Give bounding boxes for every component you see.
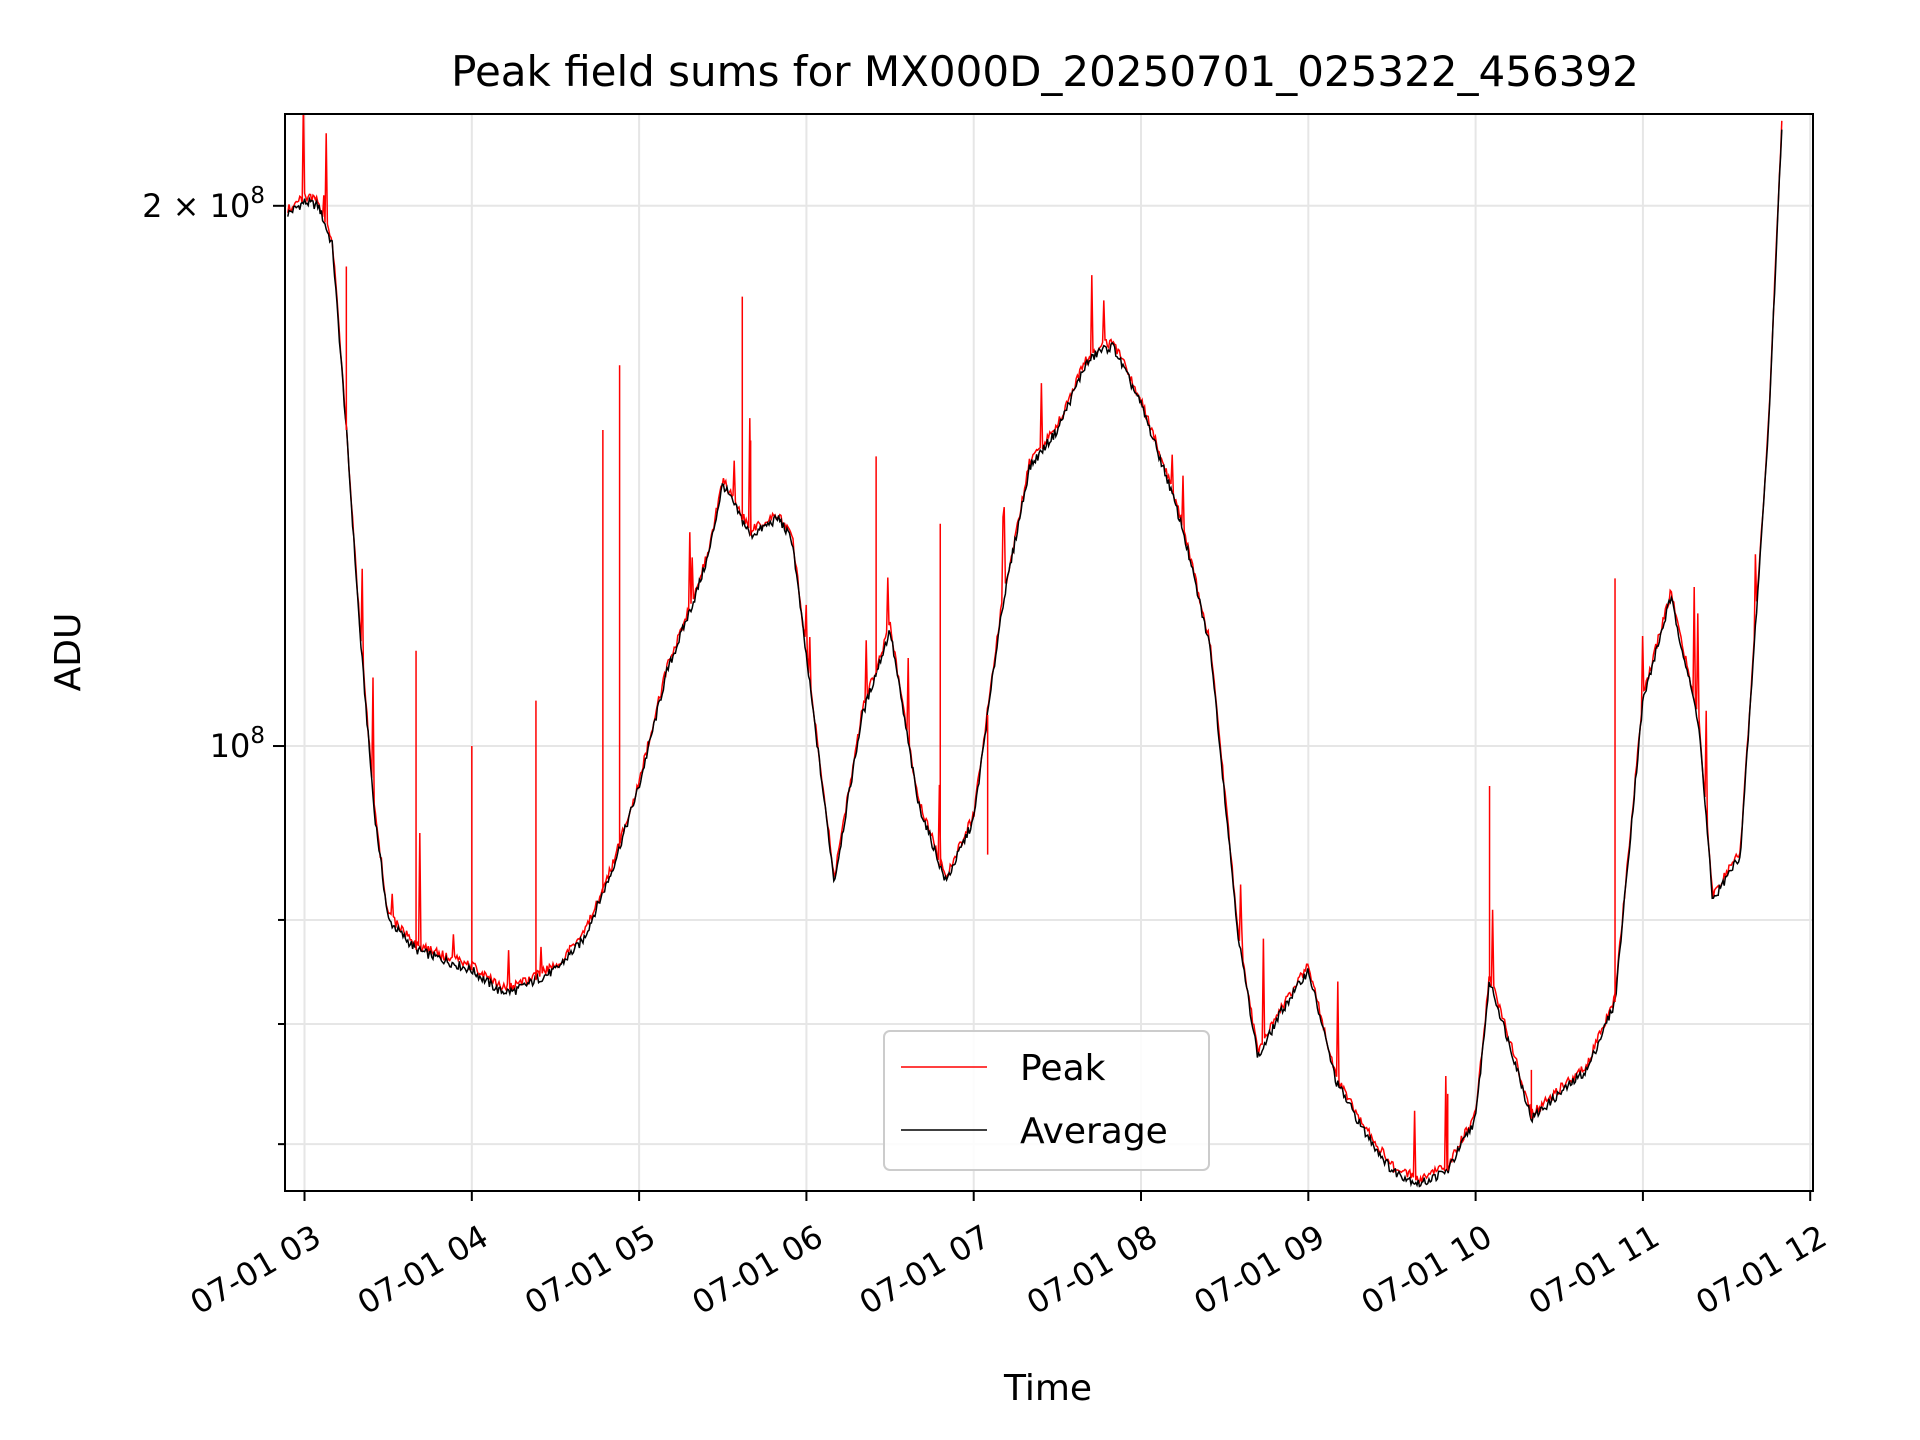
x-tick-label: 07-01 04	[351, 1217, 495, 1322]
y-tick-label: 2 × 108	[142, 183, 265, 225]
y-tick-exponent: 8	[250, 183, 265, 209]
x-tick-label: 07-01 12	[1689, 1217, 1833, 1322]
y-tick-exponent: 8	[250, 723, 265, 749]
legend[interactable]: Peak Average	[883, 1030, 1210, 1171]
x-tick-label: 07-01 08	[1020, 1217, 1164, 1322]
x-axis-label: Time	[1003, 1368, 1092, 1409]
x-tick-label: 07-01 11	[1522, 1217, 1666, 1322]
legend-box	[883, 1030, 1210, 1171]
average-series-line	[287, 129, 1783, 1188]
grid-lines	[285, 114, 1813, 1191]
x-axis: 07-01 03 07-01 04 07-01 05 07-01 06 07-01 07…	[184, 1191, 1833, 1322]
peak-series-line	[287, 114, 1783, 1184]
y-axis-label: ADU	[48, 613, 89, 692]
legend-label-average: Average	[1020, 1111, 1168, 1152]
x-tick-label: 07-01 03	[184, 1217, 328, 1322]
x-tick-label: 07-01 05	[518, 1217, 662, 1322]
y-tick-base: 10	[210, 727, 251, 765]
legend-label-peak: Peak	[1020, 1048, 1106, 1089]
y-tick-base: 2 × 10	[142, 187, 250, 225]
y-tick-label: 108	[210, 723, 265, 765]
x-tick-label: 07-01 06	[686, 1217, 830, 1322]
chart-title: Peak field sums for MX000D_20250701_0253…	[451, 47, 1639, 96]
x-tick-label: 07-01 07	[853, 1217, 997, 1322]
x-tick-label: 07-01 09	[1188, 1217, 1332, 1322]
plot-series	[287, 114, 1783, 1188]
plot-frame	[284, 113, 1814, 1192]
x-tick-label: 07-01 10	[1355, 1217, 1499, 1322]
